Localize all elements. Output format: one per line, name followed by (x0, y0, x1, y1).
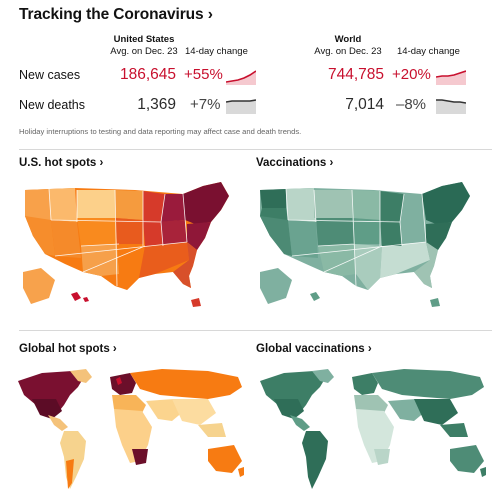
holiday-note: Holiday interruptions to testing and dat… (19, 127, 302, 136)
global-hotspots-map[interactable] (12, 365, 250, 495)
divider (19, 330, 492, 331)
new-deaths-label: New deaths (19, 98, 86, 112)
us-hotspots-link[interactable]: U.S. hot spots › (19, 157, 104, 169)
world-new-deaths-value: 7,014 (345, 96, 384, 113)
us-change-label: 14-day change (185, 46, 248, 57)
us-new-deaths-change: +7% (190, 96, 221, 113)
global-vaccinations-link[interactable]: Global vaccinations › (256, 343, 372, 355)
page-title[interactable]: Tracking the Coronavirus › (19, 6, 213, 23)
world-avg-label: Avg. on Dec. 23 (314, 46, 382, 57)
us-new-deaths-value: 1,369 (137, 96, 176, 113)
us-cases-sparkline (226, 70, 256, 85)
us-avg-label: Avg. on Dec. 23 (110, 46, 178, 57)
us-name: United States (113, 34, 175, 45)
world-name: World (334, 34, 362, 45)
us-new-cases-change: +55% (184, 66, 223, 83)
vaccinations-link[interactable]: Vaccinations › (256, 157, 334, 169)
us-vaccinations-map[interactable] (252, 180, 484, 315)
world-new-cases-change: +20% (392, 66, 431, 83)
world-new-cases-value: 744,785 (327, 66, 384, 83)
world-cases-sparkline (436, 70, 466, 85)
global-vaccinations-map[interactable] (254, 365, 492, 495)
divider (19, 149, 492, 150)
us-hotspots-map[interactable] (15, 180, 243, 315)
new-cases-label: New cases (19, 68, 81, 82)
world-new-deaths-change: –8% (396, 96, 427, 113)
world-change-label: 14-day change (397, 46, 460, 57)
us-new-cases-value: 186,645 (119, 66, 176, 83)
world-deaths-sparkline (436, 99, 466, 114)
us-column-header: United States Avg. on Dec. 23 (96, 34, 192, 58)
global-hotspots-link[interactable]: Global hot spots › (19, 343, 117, 355)
us-deaths-sparkline (226, 99, 256, 114)
world-column-header: World Avg. on Dec. 23 (300, 34, 396, 58)
